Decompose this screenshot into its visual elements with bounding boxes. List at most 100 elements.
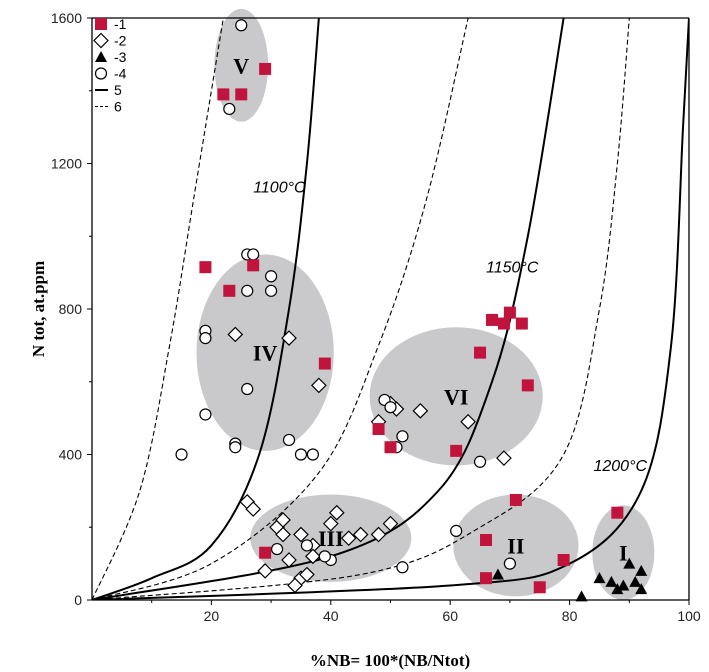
square-marker — [259, 546, 272, 559]
circle-marker — [199, 408, 212, 421]
circle-marker — [229, 441, 242, 454]
x-axis-title: %NB= 100*(NB/Ntot) — [310, 651, 470, 670]
y-tick-label: 400 — [59, 447, 83, 463]
square-marker — [247, 259, 260, 272]
diamond-marker — [340, 530, 357, 547]
triangle-marker — [611, 583, 624, 595]
data-points — [175, 19, 648, 602]
diamond-marker — [322, 515, 339, 532]
circle-marker — [270, 542, 284, 556]
diamond-marker — [281, 330, 297, 346]
y-tick-label: 1200 — [51, 156, 82, 172]
x-tick-label: 80 — [562, 608, 578, 624]
circle-marker — [300, 539, 314, 552]
triangle-marker — [623, 557, 636, 569]
square-marker — [503, 306, 516, 319]
solid-curve — [92, 18, 689, 600]
x-tick-label: 40 — [323, 608, 339, 624]
region-label: VI — [444, 384, 468, 409]
circle-marker — [235, 19, 248, 32]
diamond-marker — [305, 548, 321, 565]
diamond-marker — [299, 566, 315, 583]
legend-label: -1 — [114, 16, 127, 32]
circle-marker — [294, 448, 308, 461]
circle-marker — [241, 284, 254, 297]
square-marker — [384, 441, 397, 454]
triangle-marker — [605, 575, 618, 587]
square-marker — [372, 423, 385, 436]
circle-marker — [503, 557, 516, 570]
circle-marker — [241, 382, 254, 396]
y-axis-title: N tot, at.ppm — [29, 261, 48, 357]
square-marker — [509, 493, 522, 506]
triangle-marker — [575, 590, 588, 602]
x-tick-label: 60 — [442, 608, 458, 624]
x-tick-label: 100 — [677, 608, 701, 624]
square-marker — [474, 346, 487, 359]
circle-marker — [199, 332, 212, 345]
legend: -1-2-3-456 — [93, 16, 127, 115]
diamond-marker — [275, 512, 291, 528]
legend-label: 5 — [114, 82, 122, 98]
temperature-label: 1150°C — [486, 260, 539, 277]
solid-curve — [92, 18, 565, 600]
circle-marker — [396, 561, 409, 574]
dashed-curve — [92, 18, 469, 600]
diamond-marker — [328, 504, 345, 521]
diamond-marker — [275, 526, 291, 543]
circle-marker — [396, 430, 409, 443]
temperature-curves — [92, 18, 689, 600]
square-marker — [259, 62, 272, 75]
legend-label: 6 — [114, 99, 122, 115]
triangle-marker — [635, 583, 648, 595]
circle-marker — [265, 284, 278, 297]
x-tick-label: 20 — [204, 608, 220, 624]
triangle-marker — [491, 568, 504, 580]
square-marker — [480, 533, 493, 546]
circle-marker — [265, 270, 278, 283]
legend-label: -4 — [114, 66, 127, 82]
triangle-marker — [617, 579, 630, 591]
circle-marker — [94, 67, 108, 80]
square-marker — [199, 261, 212, 274]
circle-marker — [306, 448, 319, 461]
circle-marker — [318, 550, 331, 563]
triangle-marker — [629, 575, 642, 587]
square-marker — [235, 88, 248, 101]
y-tick-label: 1600 — [51, 10, 82, 26]
diamond-marker — [281, 552, 297, 568]
circle-marker — [282, 433, 296, 447]
dashed-curve — [92, 18, 630, 600]
region-label: V — [233, 53, 249, 78]
region-label: IV — [253, 341, 278, 366]
legend-label: -2 — [114, 33, 127, 49]
square-marker — [95, 18, 107, 30]
square-marker — [557, 553, 570, 566]
region-ellipse — [453, 494, 579, 597]
region-label: II — [507, 533, 524, 558]
dashed-curve — [92, 18, 224, 600]
region-ellipse — [592, 505, 655, 600]
circle-marker — [473, 455, 487, 468]
diamond-marker — [257, 563, 273, 579]
circle-marker — [384, 401, 397, 414]
temperature-label: 1100°C — [253, 180, 306, 197]
diamond-marker — [382, 515, 399, 532]
diamond-marker — [293, 526, 309, 543]
diamond-marker — [227, 326, 244, 343]
circle-marker — [247, 248, 260, 261]
square-marker — [611, 506, 624, 519]
y-tick-label: 800 — [59, 301, 83, 317]
square-marker — [450, 444, 463, 457]
circle-marker — [175, 448, 188, 461]
square-marker — [497, 317, 510, 330]
region-ellipses — [196, 8, 655, 600]
solid-curve — [92, 18, 320, 600]
region-label: I — [619, 541, 628, 566]
triangle-marker — [95, 51, 107, 62]
square-marker — [223, 284, 236, 297]
square-marker — [485, 313, 498, 326]
diamond-marker — [352, 526, 369, 543]
diamond-marker — [287, 577, 303, 594]
